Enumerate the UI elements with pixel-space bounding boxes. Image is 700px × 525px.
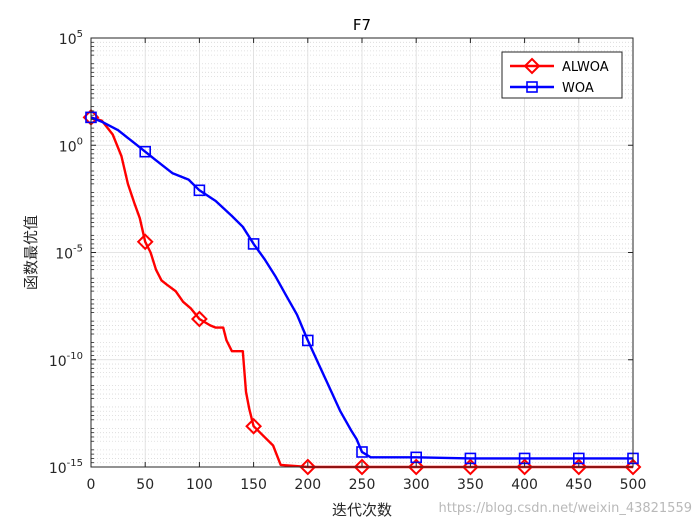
data-point-alwoa [136, 233, 154, 251]
x-tick-label: 100 [186, 477, 213, 493]
y-tick-label: 100 [59, 136, 83, 155]
x-axis-title: 迭代次数 [332, 501, 392, 519]
legend-marker-woa [526, 81, 538, 93]
legend-box [501, 51, 623, 99]
watermark-text: https://blog.csdn.net/weixin_43821559 [438, 501, 692, 516]
legend: ALWOA WOA [501, 51, 623, 99]
chart-title: F7 [353, 16, 371, 34]
x-tick-label: 450 [565, 477, 592, 493]
y-axis-title: 函数最优值 [22, 215, 40, 290]
y-tick-label: 105 [59, 29, 83, 48]
x-tick-label: 300 [403, 477, 430, 493]
data-point-alwoa [299, 458, 317, 476]
x-tick-label: 0 [87, 477, 96, 493]
data-point-woa [356, 446, 368, 458]
y-tick-label: 10-5 [55, 244, 83, 263]
x-tick-label: 350 [457, 477, 484, 493]
legend-label-woa: WOA [562, 81, 594, 96]
data-point-woa [247, 238, 260, 250]
y-tick-label: 10-10 [49, 351, 83, 370]
data-point-woa [301, 334, 314, 347]
data-point-alwoa [624, 458, 642, 476]
data-point-alwoa [516, 458, 534, 476]
data-point-alwoa [461, 458, 479, 476]
legend-marker-alwoa [523, 57, 541, 75]
data-point-alwoa [190, 310, 208, 328]
x-tick-label: 500 [620, 477, 647, 493]
data-point-alwoa [245, 417, 263, 435]
x-tick-label: 200 [294, 477, 321, 493]
data-point-woa [139, 145, 151, 158]
series-line-woa [90, 116, 633, 460]
data-point-alwoa [407, 458, 425, 476]
data-point-alwoa [570, 458, 588, 476]
legend-label-alwoa: ALWOA [562, 60, 609, 75]
data-point-woa [193, 184, 206, 197]
x-tick-label: 150 [240, 477, 267, 493]
y-tick-label: 10-15 [49, 458, 83, 477]
x-tick-label: 250 [349, 477, 376, 493]
data-point-alwoa [353, 458, 371, 476]
x-tick-label: 50 [136, 477, 154, 493]
x-tick-label: 400 [511, 477, 538, 493]
axis-ticks: 0 50 100 150 200 250 300 350 400 450 500 105 100 10-5… [49, 29, 647, 493]
